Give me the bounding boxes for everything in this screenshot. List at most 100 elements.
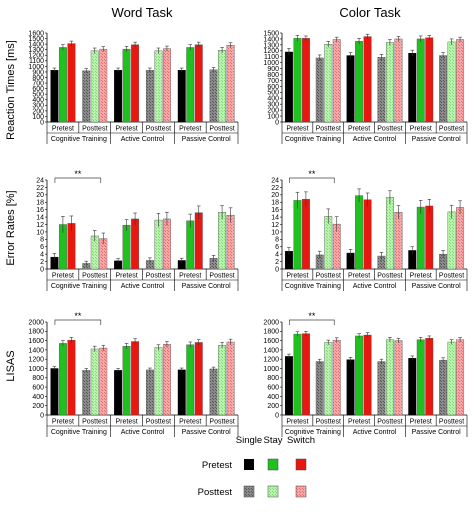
y-tick-label: 600 (267, 385, 279, 392)
bar-stay-pretest-active-control (355, 41, 364, 123)
group-label-passive-control: Passive Control (182, 136, 231, 143)
session-label-pretest: Pretest (286, 419, 308, 426)
bar-switch-posttest-active-control (394, 212, 403, 270)
bar-single-posttest-passive-control (209, 69, 218, 123)
y-tick-label: 6 (275, 244, 279, 251)
y-tick-label: 600 (32, 86, 44, 93)
y-tick-label: 1100 (29, 58, 44, 65)
legend-header-stay: Stay (263, 435, 282, 446)
y-tick-label: 24 (271, 177, 279, 184)
group-label-active-control: Active Control (121, 136, 165, 143)
y-tick-label: 1600 (28, 338, 44, 345)
y-tick-label: 1400 (28, 42, 44, 49)
y-tick-label: 24 (36, 177, 44, 184)
column-title-color-task: Color Task (339, 5, 401, 20)
bar-stay-posttest-active-control (154, 50, 163, 123)
bar-switch-posttest-passive-control (226, 341, 235, 416)
significance-bracket (289, 319, 335, 325)
session-label-posttest: Posttest (209, 419, 234, 426)
y-tick-label: 1600 (263, 338, 279, 345)
bar-switch-pretest-passive-control (194, 44, 203, 123)
bar-stay-posttest-passive-control (218, 345, 227, 416)
session-label-pretest: Pretest (348, 126, 370, 133)
y-tick-label: 800 (32, 375, 44, 382)
legend-header-switch: Switch (287, 435, 315, 446)
bar-switch-posttest-passive-control (226, 215, 235, 270)
row-label-reaction-times: Reaction Times [ms] (5, 40, 17, 140)
y-tick-label: 0 (275, 119, 279, 126)
y-tick-label: 300 (267, 102, 279, 109)
y-tick-label: 700 (267, 78, 279, 85)
bar-single-pretest-active-control (114, 370, 123, 416)
bar-switch-pretest-active-control (363, 199, 372, 270)
bar-single-pretest-active-control (114, 70, 123, 123)
y-tick-label: 2 (275, 259, 279, 266)
bar-stay-pretest-passive-control (186, 220, 195, 270)
group-label-cognitive-training: Cognitive Training (51, 429, 107, 436)
bar-switch-pretest-passive-control (425, 205, 434, 270)
session-label-posttest: Posttest (146, 126, 171, 133)
y-tick-label: 12 (271, 222, 279, 229)
y-tick-label: 4 (40, 252, 44, 259)
bar-single-pretest-passive-control (177, 369, 186, 416)
bar-stay-posttest-active-control (385, 42, 394, 123)
bar-switch-posttest-cognitive-training (99, 48, 108, 123)
significance-label: ** (308, 311, 316, 321)
session-label-posttest: Posttest (439, 419, 464, 426)
bar-switch-posttest-active-control (162, 344, 171, 416)
bar-switch-posttest-cognitive-training (332, 339, 341, 416)
bar-switch-pretest-active-control (363, 334, 372, 416)
bar-switch-posttest-passive-control (456, 39, 465, 123)
y-tick-label: 500 (267, 90, 279, 97)
legend-swatch-posttest-stay (267, 485, 279, 498)
y-tick-label: 10 (271, 229, 279, 236)
bar-stay-posttest-passive-control (218, 212, 227, 270)
bar-switch-posttest-passive-control (226, 45, 235, 123)
session-label-pretest: Pretest (410, 126, 432, 133)
y-tick-label: 16 (271, 207, 279, 214)
y-tick-label: 1500 (28, 36, 44, 43)
y-tick-label: 200 (267, 403, 279, 410)
chart-panels: 0100200300400500600700800900100011001200… (28, 30, 468, 437)
y-tick-label: 0 (275, 412, 279, 419)
y-tick-label: 1100 (264, 54, 279, 61)
bar-single-pretest-passive-control (177, 70, 186, 123)
y-tick-label: 1600 (28, 30, 44, 37)
y-tick-label: 900 (267, 66, 279, 73)
y-tick-label: 0 (40, 266, 44, 273)
bar-stay-posttest-passive-control (218, 50, 227, 123)
bar-single-pretest-passive-control (408, 52, 417, 123)
bar-single-posttest-cognitive-training (315, 57, 324, 123)
y-tick-label: 18 (36, 200, 44, 207)
significance-label: ** (74, 311, 82, 321)
bar-single-posttest-active-control (377, 361, 386, 416)
bar-stay-pretest-passive-control (416, 206, 425, 270)
y-tick-label: 400 (267, 394, 279, 401)
session-label-posttest: Posttest (316, 126, 341, 133)
bar-stay-pretest-passive-control (416, 339, 425, 416)
y-tick-label: 1200 (263, 357, 279, 364)
group-label-passive-control: Passive Control (412, 429, 461, 436)
session-label-pretest: Pretest (179, 419, 201, 426)
bar-single-pretest-cognitive-training (284, 356, 293, 416)
y-tick-label: 800 (267, 72, 279, 79)
y-tick-label: 8 (40, 237, 44, 244)
bar-stay-posttest-active-control (385, 339, 394, 416)
y-tick-label: 200 (32, 108, 44, 115)
legend-row-posttest: Posttest (198, 487, 233, 498)
session-label-pretest: Pretest (286, 273, 308, 280)
y-tick-label: 1200 (263, 48, 279, 55)
y-tick-label: 0 (275, 266, 279, 273)
significance-bracket (289, 177, 335, 183)
bar-stay-posttest-active-control (385, 197, 394, 270)
bar-single-posttest-active-control (145, 369, 154, 416)
y-tick-label: 16 (36, 207, 44, 214)
significance-bracket (54, 177, 102, 183)
bar-switch-pretest-passive-control (194, 342, 203, 416)
y-tick-label: 1200 (28, 53, 44, 60)
y-tick-label: 1000 (263, 366, 279, 373)
session-label-pretest: Pretest (410, 273, 432, 280)
session-label-posttest: Posttest (316, 419, 341, 426)
y-tick-label: 1800 (263, 329, 279, 336)
bar-stay-pretest-active-control (122, 48, 131, 123)
